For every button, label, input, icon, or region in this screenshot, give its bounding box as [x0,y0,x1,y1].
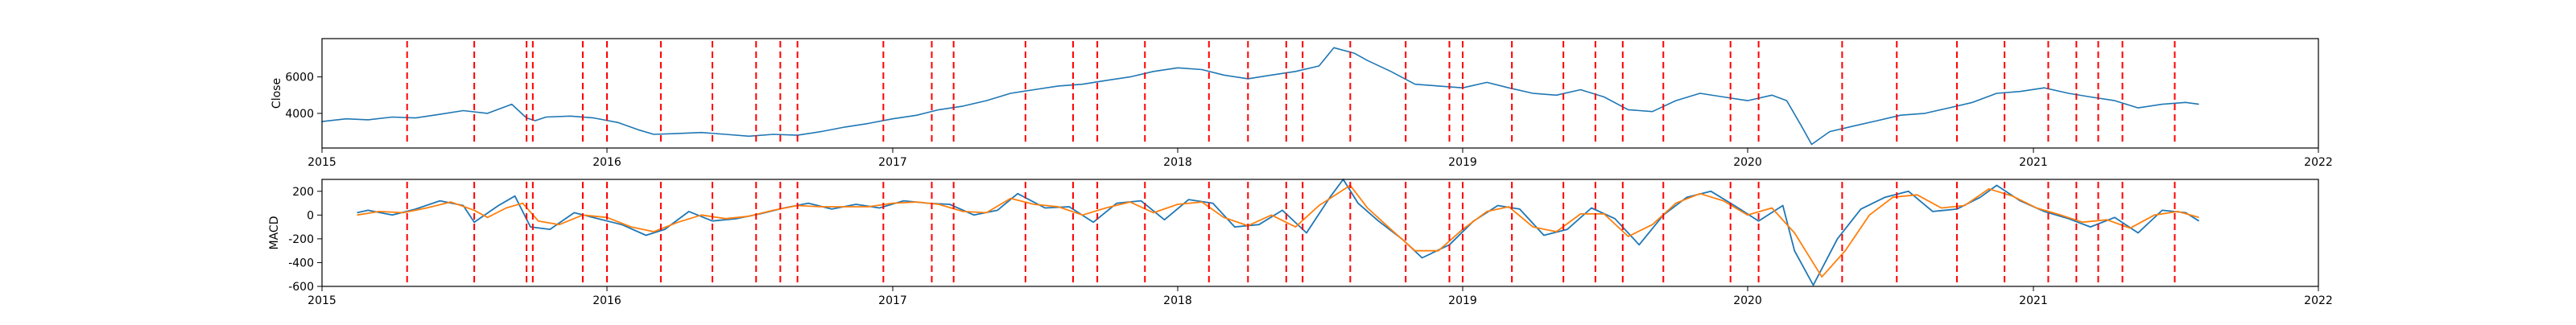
panel-2-y-axis-label: MACD [268,216,281,250]
panel-2-y-tick-label-200: 200 [292,186,314,199]
panel-1-series-line-1 [321,47,2199,146]
panel-1-y-tick-label-4000: 4000 [285,108,314,121]
panel-1-x-tick-label-2015: 2015 [308,156,336,169]
panel-1-axes-frame [321,38,2319,149]
panel-1-y-axis-label: Close [270,78,283,109]
panel-1-x-tick-label-2016: 2016 [592,156,621,169]
panel-2-series-line-2 [357,184,2199,278]
panel-1-x-tick-label-2022: 2022 [2304,156,2333,169]
panel-2-series-line-1 [357,179,2200,286]
panel-2-y-tick-label--400: -400 [288,257,314,269]
panel-2-x-tick-label-2021: 2021 [2019,294,2048,307]
panel-1-x-tick-label-2020: 2020 [1733,156,1762,169]
panel-2-x-tick-label-2022: 2022 [2304,294,2333,307]
panel-2-axes-frame [321,179,2319,287]
panel-2-y-tick-label--600: -600 [288,281,314,294]
panel-2-x-tick-label-2018: 2018 [1163,294,1192,307]
panel-2-x-tick-label-2017: 2017 [878,294,907,307]
panel-1-x-tick-label-2018: 2018 [1163,156,1192,169]
panel-2-y-tick-label--200: -200 [288,233,314,246]
panel-2-x-tick-label-2015: 2015 [308,294,336,307]
panel-2-x-tick-label-2020: 2020 [1733,294,1762,307]
panel-2-y-tick-label-0: 0 [307,209,314,222]
panel-1-y-tick-label-6000: 6000 [285,72,314,84]
panel-1-x-tick-label-2017: 2017 [878,156,907,169]
panel-1-x-tick-label-2021: 2021 [2019,156,2048,169]
panel-2-x-tick-label-2019: 2019 [1448,294,1477,307]
panel-1-x-tick-label-2019: 2019 [1448,156,1477,169]
panel-2-x-tick-label-2016: 2016 [592,294,621,307]
